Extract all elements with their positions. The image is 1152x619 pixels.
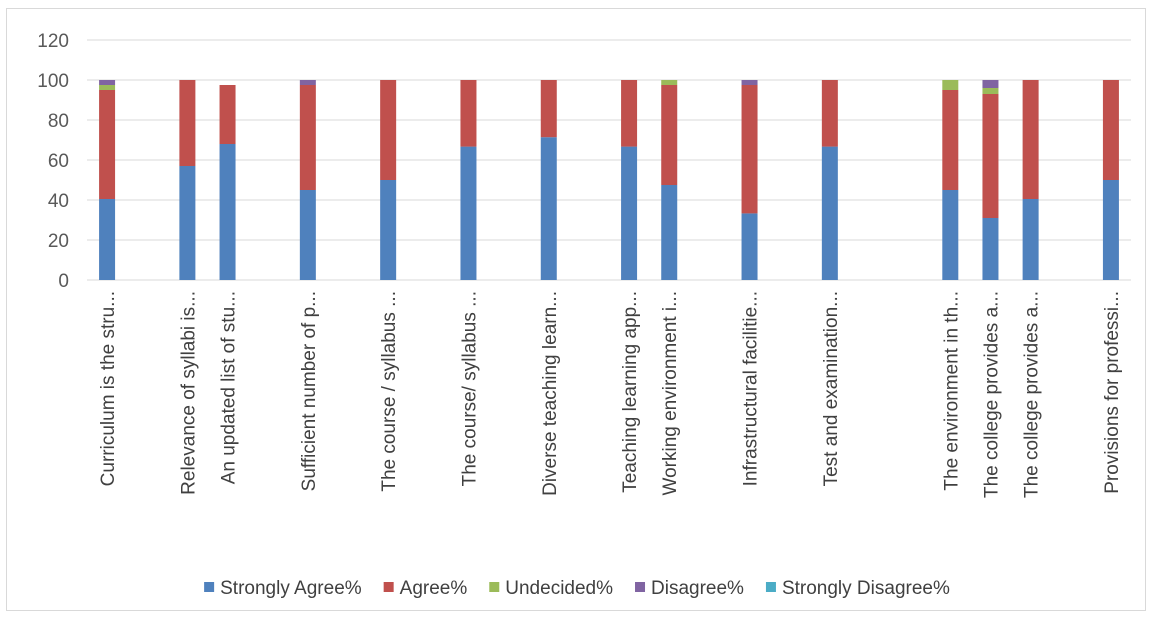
x-category-label: The environment in th... (941, 291, 962, 491)
bar-segment (380, 180, 397, 280)
x-category-label: Teaching learning app... (620, 291, 641, 493)
x-category-label: The college provides a... (981, 291, 1002, 498)
bar-segment (661, 80, 678, 85)
bar-segment (219, 85, 236, 144)
bars (99, 80, 1119, 280)
bar-segment (942, 90, 959, 190)
bar-segment (1102, 80, 1119, 180)
x-category-label: Working environment i... (660, 291, 681, 496)
stacked-bar-chart: 0 20 40 60 80 100 120 Curriculum is the stru..… (37, 31, 1131, 599)
y-tick-label: 120 (37, 31, 69, 52)
bar-segment (99, 85, 116, 90)
bar-segment (982, 80, 999, 88)
bar-segment (982, 88, 999, 94)
bar-segment (99, 90, 116, 199)
chart-area: 0 20 40 60 80 100 120 Curriculum is the stru..… (6, 8, 1146, 611)
x-category-label: Test and examination... (821, 291, 842, 486)
legend-swatch (489, 582, 500, 592)
legend-swatch (383, 582, 394, 592)
x-category-label: An updated list of stu... (219, 291, 240, 484)
bar-segment (621, 80, 638, 147)
bar-segment (540, 137, 557, 280)
legend: Strongly Agree% Agree% Undecided% Disagree%… (204, 578, 950, 599)
bar-segment (179, 80, 196, 166)
x-category-label: The college provides a... (1022, 291, 1043, 498)
x-category-label: Provisions for professi... (1102, 291, 1123, 494)
bar-segment (540, 80, 557, 138)
bar-segment (460, 146, 477, 280)
bar-segment (741, 80, 758, 85)
bar-segment (380, 80, 397, 180)
x-axis-category-labels: Curriculum is the stru... Relevance of sy… (98, 291, 1123, 498)
x-category-label: Sufficient number of p... (299, 291, 320, 491)
x-category-label: Infrastructural facilitie... (741, 291, 762, 486)
bar-segment (299, 85, 316, 190)
bar-segment (982, 94, 999, 218)
bar-segment (741, 213, 758, 280)
y-tick-label: 0 (58, 271, 69, 292)
y-tick-label: 40 (48, 191, 69, 212)
y-tick-label: 100 (37, 71, 69, 92)
bar-segment (1022, 199, 1039, 280)
legend-swatch (765, 582, 776, 592)
bar-segment (1022, 80, 1039, 199)
bar-segment (1102, 180, 1119, 280)
legend-label: Agree% (400, 578, 468, 599)
x-category-label: The course / syllabus ... (379, 291, 400, 492)
legend-label: Undecided% (505, 578, 613, 599)
legend-label: Strongly Agree% (220, 578, 362, 599)
bar-segment (821, 80, 838, 147)
gridlines (87, 39, 1131, 281)
bar-segment (661, 185, 678, 280)
bar-segment (99, 199, 116, 280)
bar-segment (821, 146, 838, 280)
y-tick-label: 20 (48, 231, 69, 252)
x-category-label: Curriculum is the stru... (98, 291, 119, 486)
x-category-label: Relevance of syllabi is... (178, 291, 199, 495)
bar-segment (741, 85, 758, 214)
y-tick-label: 60 (48, 151, 69, 172)
bar-segment (460, 80, 477, 147)
legend-swatch (204, 582, 215, 592)
y-tick-label: 80 (48, 111, 69, 132)
legend-label: Disagree% (651, 578, 744, 599)
bar-segment (299, 190, 316, 280)
x-category-label: The course/ syllabus ... (459, 291, 480, 486)
legend-swatch (635, 582, 646, 592)
bar-segment (179, 166, 196, 280)
bar-segment (982, 218, 999, 280)
bar-segment (621, 146, 638, 280)
bar-segment (942, 190, 959, 280)
bar-segment (219, 144, 236, 280)
bar-segment (661, 85, 678, 185)
bar-segment (99, 80, 116, 85)
y-axis-tick-labels: 0 20 40 60 80 100 120 (37, 31, 69, 292)
x-category-label: Diverse teaching learn... (540, 291, 561, 496)
bar-segment (299, 80, 316, 85)
bar-segment (942, 80, 959, 90)
legend-label: Strongly Disagree% (782, 578, 950, 599)
